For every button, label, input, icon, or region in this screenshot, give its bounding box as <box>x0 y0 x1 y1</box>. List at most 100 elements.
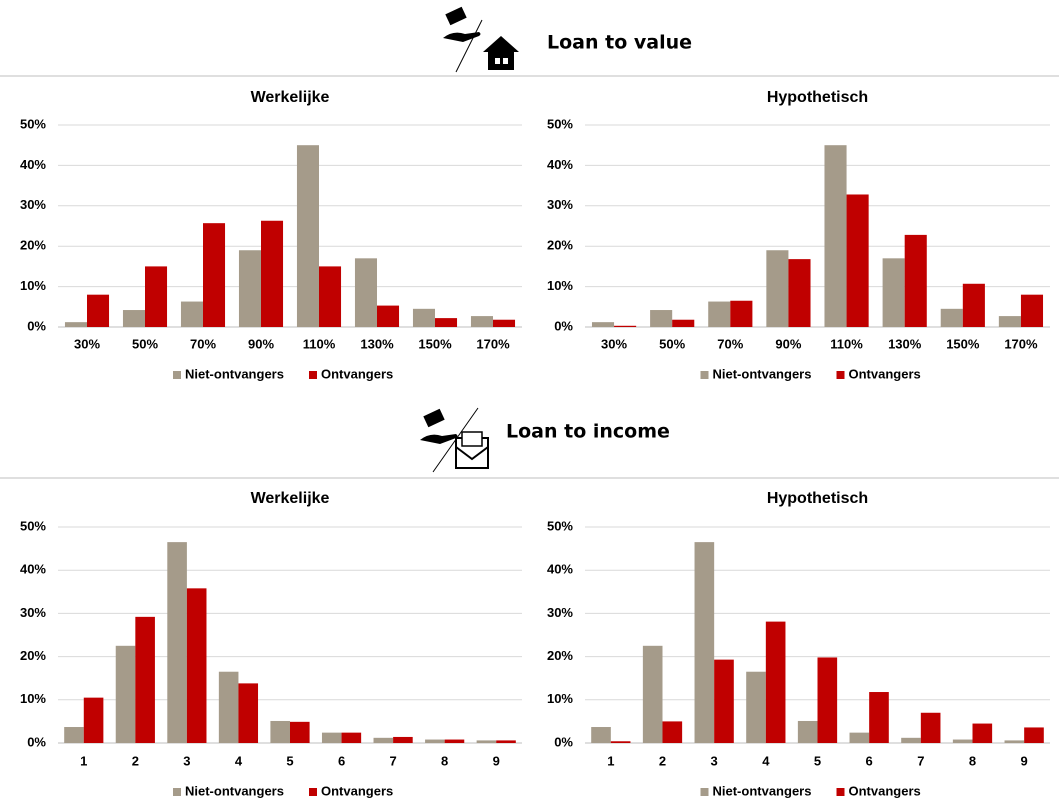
bar <box>788 259 811 327</box>
bar <box>730 300 753 327</box>
bar <box>64 727 84 743</box>
legend-swatch <box>700 371 709 379</box>
bar <box>115 645 136 743</box>
y-tick-label: 30% <box>20 197 46 212</box>
bar <box>83 697 104 743</box>
legend-label: Ontvangers <box>321 783 393 798</box>
bar <box>650 310 673 327</box>
bar <box>610 741 631 743</box>
bar <box>662 721 683 743</box>
y-tick-label: 50% <box>547 518 573 533</box>
bar <box>238 250 261 327</box>
bar <box>412 308 435 327</box>
x-tick-label: 90% <box>248 336 274 351</box>
bar <box>765 621 786 743</box>
bar <box>435 318 458 327</box>
y-tick-label: 0% <box>27 318 46 333</box>
bar <box>238 683 259 743</box>
ltv-icon <box>443 6 519 73</box>
x-tick-label: 30% <box>601 336 627 351</box>
bar <box>341 732 362 743</box>
lti-icon <box>420 407 489 473</box>
bar <box>87 294 110 327</box>
bar <box>846 194 869 327</box>
bar <box>998 316 1021 327</box>
chart-title: Hypothetisch <box>767 89 868 106</box>
y-tick-label: 0% <box>554 734 573 749</box>
bar <box>708 301 731 327</box>
x-tick-label: 6 <box>338 753 345 768</box>
bar <box>1004 740 1025 743</box>
y-tick-label: 50% <box>547 116 573 131</box>
x-tick-label: 8 <box>969 753 976 768</box>
bar <box>901 737 921 743</box>
x-tick-label: 130% <box>360 336 394 351</box>
legend-label: Niet-ontvangers <box>713 783 812 798</box>
bar <box>940 308 963 327</box>
chart-title: Werkelijke <box>251 490 330 507</box>
legend-label: Ontvangers <box>321 366 393 381</box>
x-tick-label: 3 <box>183 753 190 768</box>
y-tick-label: 20% <box>547 238 573 253</box>
bar <box>591 322 615 327</box>
y-tick-label: 20% <box>547 648 573 663</box>
x-tick-label: 4 <box>235 753 243 768</box>
legend-label: Ontvangers <box>849 366 921 381</box>
bar <box>218 671 239 743</box>
x-tick-label: 70% <box>190 336 216 351</box>
bar <box>321 732 342 743</box>
bar <box>962 283 985 327</box>
bar <box>180 301 203 327</box>
x-tick-label: 90% <box>775 336 801 351</box>
x-tick-label: 2 <box>132 753 139 768</box>
x-tick-label: 3 <box>711 753 718 768</box>
y-tick-label: 10% <box>547 278 573 293</box>
bar <box>746 671 766 743</box>
x-tick-label: 9 <box>1021 753 1028 768</box>
bar <box>319 266 342 327</box>
bar <box>817 657 838 743</box>
bar <box>824 145 847 327</box>
bar <box>425 739 445 743</box>
bar <box>354 258 377 327</box>
bar <box>694 542 715 743</box>
bar <box>904 234 927 327</box>
legend-swatch <box>173 371 181 379</box>
bar <box>849 732 870 743</box>
y-tick-label: 0% <box>554 318 573 333</box>
bar <box>444 739 465 743</box>
x-tick-label: 6 <box>866 753 873 768</box>
y-tick-label: 40% <box>547 562 573 577</box>
bar <box>766 250 789 327</box>
x-tick-label: 4 <box>762 753 770 768</box>
x-tick-label: 150% <box>946 336 980 351</box>
x-tick-label: 70% <box>717 336 743 351</box>
x-tick-label: 170% <box>1004 336 1038 351</box>
bar <box>642 645 663 743</box>
x-tick-label: 150% <box>418 336 452 351</box>
y-tick-label: 30% <box>547 197 573 212</box>
bar <box>122 310 145 327</box>
x-tick-label: 110% <box>830 336 863 351</box>
bar <box>393 736 413 743</box>
y-tick-label: 30% <box>20 605 46 620</box>
bar <box>591 727 611 743</box>
legend-swatch <box>173 788 181 796</box>
y-tick-label: 20% <box>20 648 46 663</box>
bar <box>135 616 155 743</box>
chart-title: Werkelijke <box>251 89 330 106</box>
y-tick-label: 0% <box>27 734 46 749</box>
y-tick-label: 30% <box>547 605 573 620</box>
y-tick-label: 20% <box>20 238 46 253</box>
section-title: Loan to income <box>506 421 670 443</box>
y-tick-label: 10% <box>20 278 46 293</box>
bar <box>476 740 497 743</box>
x-tick-label: 9 <box>493 753 500 768</box>
legend-swatch <box>836 371 845 379</box>
bar <box>869 692 889 743</box>
bar <box>261 220 284 327</box>
x-tick-label: 30% <box>74 336 100 351</box>
x-tick-label: 130% <box>888 336 922 351</box>
bar <box>167 542 187 743</box>
bar <box>470 316 493 327</box>
